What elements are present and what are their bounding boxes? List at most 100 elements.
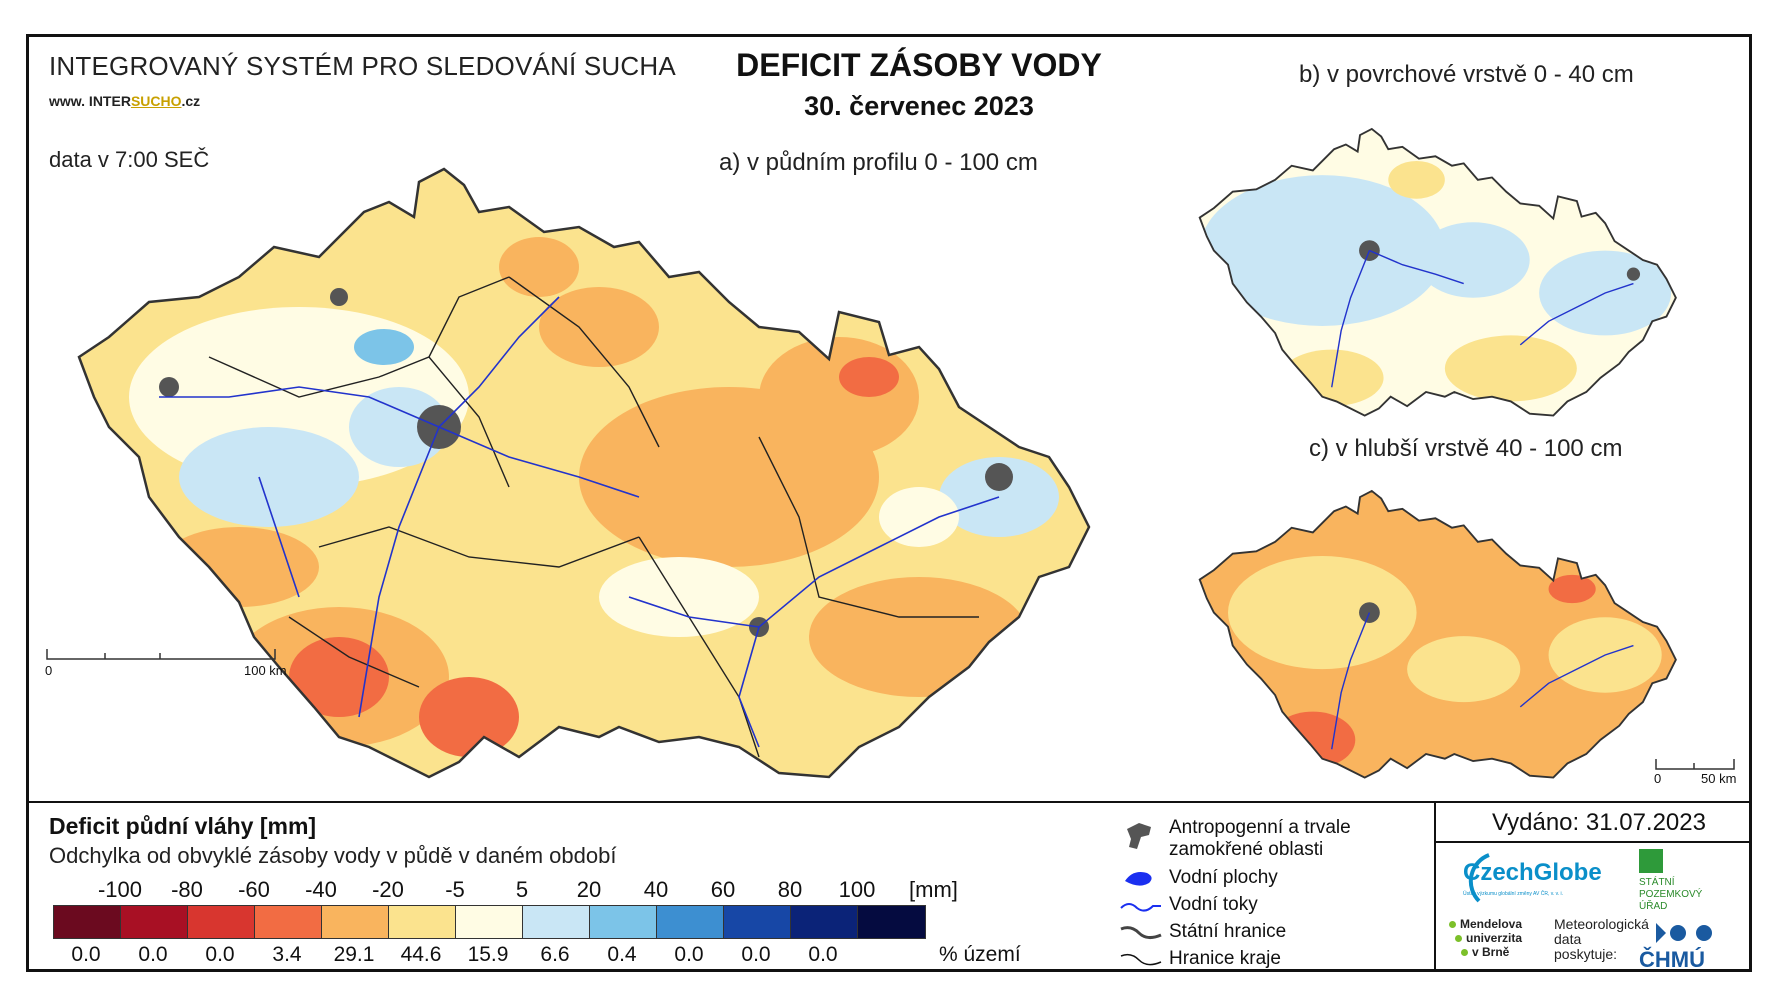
pct-value: 0.0 (741, 943, 771, 966)
symbol-water-streams: Vodní toky (1119, 894, 1258, 924)
colorbar-cell (121, 906, 188, 938)
colorbar-cell (54, 906, 121, 938)
water-body-icon (1125, 872, 1152, 886)
map-a-label: a) v půdním profilu 0 - 100 cm (719, 149, 1038, 176)
url-suffix: .cz (181, 93, 201, 109)
scale-main-zero: 0 (45, 663, 53, 678)
region-border-icon (1120, 953, 1162, 966)
symbol-water-bodies-label: Vodní plochy (1169, 867, 1278, 888)
mendel-line2: univerzita (1466, 931, 1523, 945)
pct-value: 0.0 (138, 943, 168, 966)
scale-small-zero: 0 (1654, 771, 1662, 786)
pct-value: 15.9 (467, 943, 509, 966)
chmu-line2: data (1554, 931, 1582, 947)
scale-bar-main (46, 649, 276, 660)
map-b-surface-layer (1198, 127, 1677, 417)
spu-icon (1639, 849, 1663, 873)
spu-logo[interactable]: STÁTNÍ POZEMKOVÝ ÚŘAD (1639, 849, 1702, 913)
tick-label: -20 (372, 877, 404, 902)
state-border-icon (1120, 926, 1162, 940)
tick-label: 80 (777, 877, 803, 902)
tick-label: 60 (710, 877, 736, 902)
pct-value: 6.6 (540, 943, 570, 966)
mendel-dot-icon (1449, 920, 1456, 928)
tick-label: -5 (445, 877, 465, 902)
chmu-line1: Meteorologická (1554, 916, 1649, 932)
unit-mm: [mm] (909, 877, 958, 902)
spu-line3: ÚŘAD (1639, 901, 1668, 912)
unit-percent: % území (939, 943, 1021, 966)
colorbar-percentages: 0.0 0.0 0.0 3.4 29.1 44.6 15.9 6.6 0.4 0… (29, 943, 1049, 973)
chmu-symbol-icon (1656, 923, 1712, 943)
symbol-state-border-label: Státní hranice (1169, 921, 1287, 942)
figure-frame: INTEGROVANÝ SYSTÉM PRO SLEDOVÁNÍ SUCHA w… (26, 34, 1752, 972)
map-c-deep-layer (1198, 490, 1677, 779)
scale-bar-small (1655, 759, 1735, 770)
website-url[interactable]: www. INTERSUCHO.cz (49, 93, 200, 109)
mendel-dot-icon (1455, 934, 1462, 942)
mendel-dot-icon (1461, 948, 1468, 956)
czechglobe-name: CzechGlobe (1463, 859, 1602, 886)
colorbar-cell (255, 906, 322, 938)
legend-title: Deficit půdní vláhy [mm] (49, 813, 317, 839)
spu-line1: STÁTNÍ (1639, 877, 1675, 888)
data-time: data v 7:00 SEČ (49, 147, 210, 172)
symbol-state-border: Státní hranice (1119, 921, 1286, 951)
symbol-water-bodies: Vodní plochy (1119, 867, 1278, 897)
chmu-logo[interactable]: ČHMÚ (1639, 947, 1705, 972)
issued-date: Vydáno: 31.07.2023 (1492, 809, 1706, 836)
colorbar-cell (858, 906, 925, 938)
url-prefix: www. INTER (49, 93, 131, 109)
scale-small-end: 50 km (1701, 771, 1737, 786)
symbol-region-border: Hranice kraje (1119, 948, 1281, 978)
pct-value: 0.4 (607, 943, 637, 966)
mendel-university-logo[interactable]: Mendelova univerzita v Brně (1449, 917, 1522, 959)
logo-divider-vertical (1434, 801, 1436, 969)
colorbar-cell (523, 906, 590, 938)
map-c-label: c) v hlubší vrstvě 40 - 100 cm (1309, 435, 1623, 462)
system-name: INTEGROVANÝ SYSTÉM PRO SLEDOVÁNÍ SUCHA (49, 51, 676, 81)
symbol-water-streams-label: Vodní toky (1169, 894, 1258, 915)
colorbar-cell (456, 906, 523, 938)
colorbar-cell (657, 906, 724, 938)
tick-label: -80 (171, 877, 203, 902)
legend-divider (29, 801, 1749, 803)
mendel-line3: v Brně (1472, 945, 1510, 959)
symbol-anthropogenic: Antropogenní a trvale zamokřené oblasti (1119, 817, 1351, 860)
map-b-label: b) v povrchové vrstvě 0 - 40 cm (1299, 61, 1634, 88)
url-highlight: SUCHO (130, 93, 182, 109)
tick-label: -60 (238, 877, 270, 902)
pct-value: 0.0 (205, 943, 235, 966)
tick-label: 100 (838, 877, 876, 902)
czechglobe-sub: Ústav výzkumu globální změny AV ČR, v. v… (1463, 891, 1564, 897)
scale-main-end: 100 km (244, 663, 287, 678)
symbol-region-border-label: Hranice kraje (1169, 948, 1281, 969)
symbol-anthro-line2: zamokřené oblasti (1169, 839, 1324, 860)
map-a-total-profile (77, 167, 1091, 779)
spu-line2: POZEMKOVÝ (1639, 889, 1703, 900)
legend-subtitle: Odchylka od obvyklé zásoby vody v půdě v… (49, 843, 617, 868)
pct-value: 0.0 (808, 943, 838, 966)
colorbar-cell (791, 906, 858, 938)
colorbar (53, 905, 926, 939)
colorbar-cell (188, 906, 255, 938)
chmu-line3: poskytuje: (1554, 946, 1618, 962)
symbol-anthro-line1: Antropogenní a trvale (1169, 817, 1351, 838)
page-title: DEFICIT ZÁSOBY VODY (736, 47, 1102, 83)
pct-value: 3.4 (272, 943, 302, 966)
colorbar-cell (389, 906, 456, 938)
pct-value: 0.0 (674, 943, 704, 966)
czechglobe-arc-icon (1468, 853, 1490, 903)
tick-label: 5 (515, 877, 529, 902)
tick-label: 40 (643, 877, 669, 902)
tick-label: -40 (305, 877, 337, 902)
pct-value: 0.0 (71, 943, 101, 966)
colorbar-cell (724, 906, 791, 938)
anthropogenic-area-icon (1127, 823, 1151, 849)
colorbar-cell (590, 906, 657, 938)
colorbar-ticks: -100 -80 -60 -40 -20 -5 5 20 40 60 80 10… (29, 877, 1029, 907)
map-date: 30. červenec 2023 (804, 91, 1034, 121)
tick-label: 20 (576, 877, 602, 902)
mendel-line1: Mendelova (1460, 917, 1523, 931)
pct-value: 29.1 (333, 943, 375, 966)
